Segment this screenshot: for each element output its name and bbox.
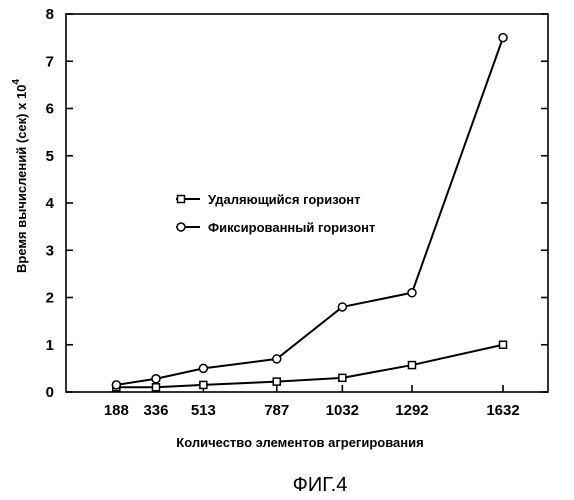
y-tick-label: 0: [46, 384, 54, 401]
x-tick-label: 1632: [486, 402, 519, 419]
circle-data-point: [152, 375, 160, 383]
y-tick-label: 3: [46, 242, 54, 259]
y-axis-label: Время вычислений (сек) x 104: [11, 79, 29, 273]
legend-label: Удаляющийся горизонт: [208, 192, 361, 207]
x-tick-label: 513: [191, 402, 216, 419]
square-data-point: [200, 381, 207, 388]
square-data-point: [500, 341, 507, 348]
x-tick-label: 188: [104, 402, 129, 419]
circle-data-point: [273, 355, 281, 363]
x-axis-label: Количество элементов агрегирования: [176, 435, 423, 450]
y-tick-label: 8: [46, 6, 54, 23]
series-1: [113, 341, 507, 391]
circle-data-point: [112, 381, 120, 389]
series-group: [112, 34, 507, 391]
legend-item: Удаляющийся горизонт: [176, 192, 361, 207]
square-data-point: [408, 362, 415, 369]
y-tick-label: 6: [46, 101, 54, 118]
legend-label: Фиксированный горизонт: [208, 220, 375, 235]
x-tick-label: 1032: [326, 402, 359, 419]
y-axis-label-exponent: 4: [11, 79, 22, 85]
y-tick-label: 5: [46, 148, 54, 165]
series-2: [112, 34, 507, 389]
figure-caption: ФИГ.4: [293, 474, 348, 496]
square-data-point: [152, 384, 159, 391]
legend-circle-marker: [177, 223, 185, 231]
series-line: [116, 345, 503, 388]
y-tick-label: 1: [46, 337, 54, 354]
ticks: 0 1 2 3 4 5 6 7 8 188 336 513 787 1032 1292 1632: [46, 6, 548, 419]
y-axis-label-main: Время вычислений (сек) x 10: [14, 85, 29, 273]
circle-data-point: [199, 364, 207, 372]
circle-data-point: [499, 34, 507, 42]
square-data-point: [273, 378, 280, 385]
y-tick-label: 7: [46, 53, 54, 70]
x-tick-label: 787: [264, 402, 289, 419]
y-tick-label: 4: [46, 195, 55, 212]
y-tick-label: 2: [46, 290, 54, 307]
circle-data-point: [408, 289, 416, 297]
legend-square-marker: [178, 196, 185, 203]
circle-data-point: [338, 303, 346, 311]
legend-item: Фиксированный горизонт: [176, 220, 375, 235]
legend: Удаляющийся горизонт Фиксированный горизо…: [176, 192, 375, 235]
x-tick-label: 1292: [395, 402, 428, 419]
x-tick-label: 336: [143, 402, 168, 419]
series-line: [116, 38, 503, 385]
square-data-point: [339, 374, 346, 381]
